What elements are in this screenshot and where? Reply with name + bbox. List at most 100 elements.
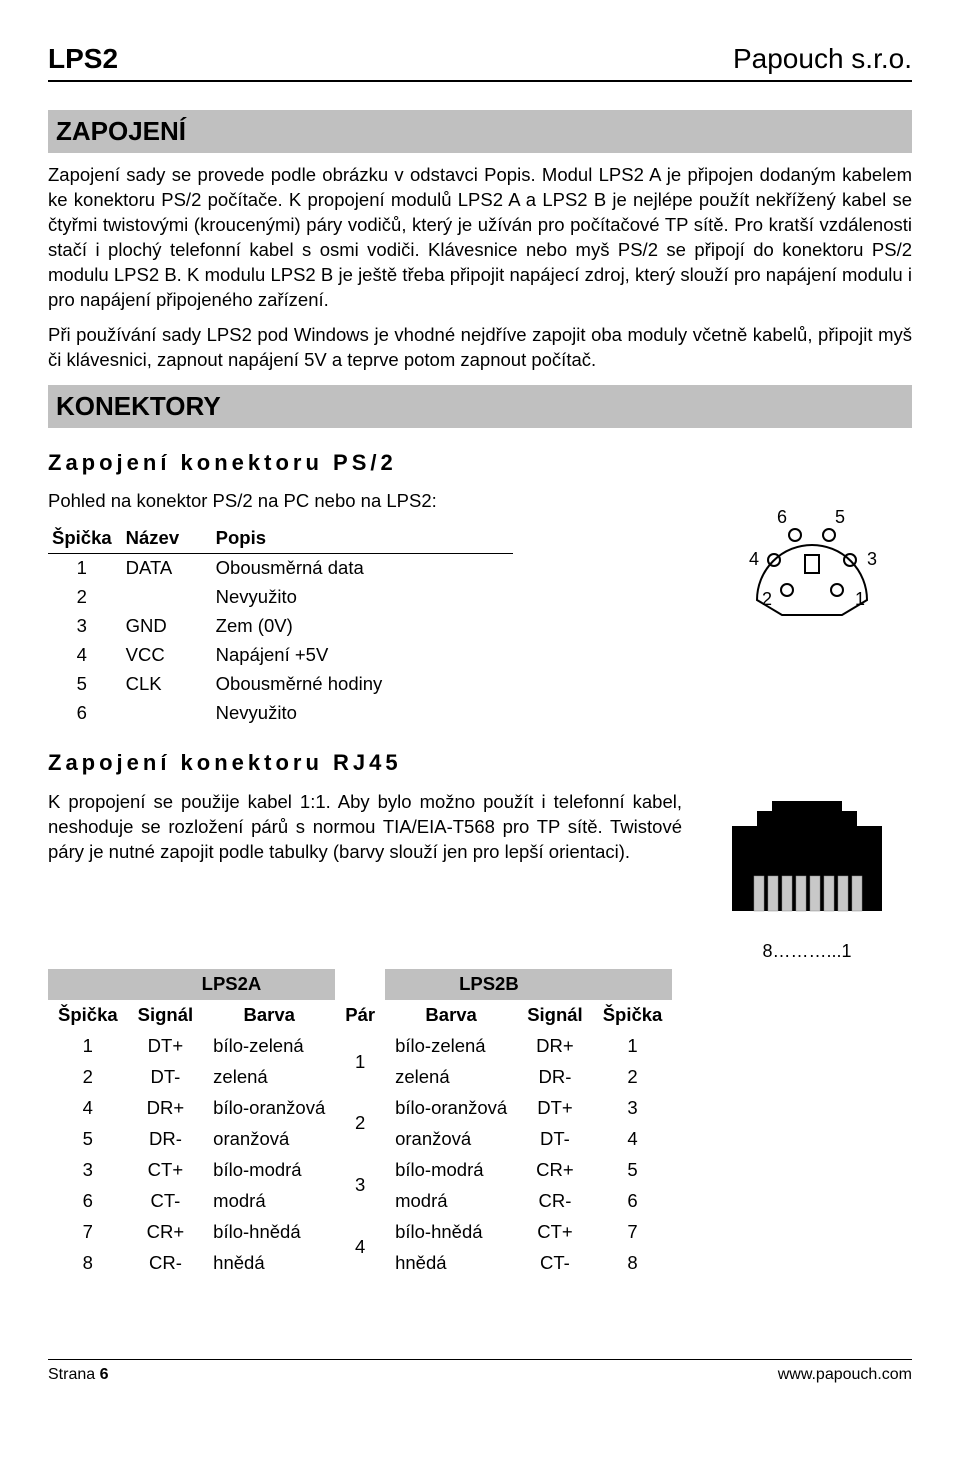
- table-cell: oranžová: [203, 1124, 335, 1155]
- section-zapojeni-title: ZAPOJENÍ: [48, 110, 912, 153]
- table-cell: [122, 699, 212, 728]
- table-cell: CT+: [128, 1155, 204, 1186]
- rj45-col-header: Špička: [593, 1000, 673, 1031]
- page-header: LPS2 Papouch s.r.o.: [48, 40, 912, 82]
- table-cell: oranžová: [385, 1124, 517, 1155]
- rj45-col-header: Signál: [517, 1000, 593, 1031]
- table-cell: 1: [48, 1031, 128, 1062]
- table-cell: 1: [593, 1031, 673, 1062]
- table-cell: DATA: [122, 554, 212, 583]
- table-cell: modrá: [385, 1186, 517, 1217]
- table-cell: 6: [593, 1186, 673, 1217]
- table-row: 4VCCNapájení +5V: [48, 641, 513, 670]
- table-row: 3GNDZem (0V): [48, 612, 513, 641]
- table-cell: bílo-hnědá: [385, 1217, 517, 1248]
- table-cell: [122, 583, 212, 612]
- table-cell: 1: [48, 554, 122, 583]
- table-cell: 4: [48, 641, 122, 670]
- rj45-heading: Zapojení konektoru RJ45: [48, 748, 912, 778]
- table-cell: Zem (0V): [212, 612, 513, 641]
- ps2-table: ŠpičkaNázevPopis 1DATAObousměrná data2Ne…: [48, 524, 513, 728]
- ps2-intro: Pohled na konektor PS/2 na PC nebo na LP…: [48, 489, 712, 514]
- rj45-intro: K propojení se použije kabel 1:1. Aby by…: [48, 790, 682, 865]
- table-cell: 3: [48, 612, 122, 641]
- table-cell: 6: [48, 699, 122, 728]
- table-row: 7CR+bílo-hnědá4bílo-hnědáCT+7: [48, 1217, 672, 1248]
- ps2-connector-diagram: 2 1 4 3 6 5: [712, 485, 912, 642]
- table-cell: 5: [593, 1155, 673, 1186]
- header-left: LPS2: [48, 40, 118, 78]
- table-cell: 6: [48, 1186, 128, 1217]
- table-cell: 4: [593, 1124, 673, 1155]
- table-cell: Napájení +5V: [212, 641, 513, 670]
- table-cell: DT-: [517, 1124, 593, 1155]
- table-cell: zelená: [203, 1062, 335, 1093]
- ps2-col-header: Špička: [48, 524, 122, 553]
- footer-left: Strana 6: [48, 1364, 109, 1386]
- table-cell: VCC: [122, 641, 212, 670]
- table-cell: 5: [48, 1124, 128, 1155]
- table-cell: 5: [48, 670, 122, 699]
- rj45-pin-label: 8………...1: [702, 939, 912, 963]
- table-row: 3CT+bílo-modrá3bílo-modráCR+5: [48, 1155, 672, 1186]
- table-cell: Nevyužito: [212, 583, 513, 612]
- table-cell: bílo-hnědá: [203, 1217, 335, 1248]
- table-cell: DR+: [517, 1031, 593, 1062]
- table-cell: 8: [593, 1248, 673, 1279]
- table-row: 1DATAObousměrná data: [48, 554, 513, 583]
- table-cell: bílo-modrá: [385, 1155, 517, 1186]
- table-cell: DT+: [517, 1093, 593, 1124]
- page-footer: Strana 6 www.papouch.com: [48, 1359, 912, 1386]
- svg-text:1: 1: [855, 589, 865, 609]
- table-cell: 2: [48, 1062, 128, 1093]
- table-cell: bílo-zelená: [385, 1031, 517, 1062]
- table-cell: Obousměrné hodiny: [212, 670, 513, 699]
- table-cell: CT+: [517, 1217, 593, 1248]
- table-cell: CT-: [128, 1186, 204, 1217]
- rj45-col-header: Signál: [128, 1000, 204, 1031]
- table-cell: CLK: [122, 670, 212, 699]
- header-right: Papouch s.r.o.: [733, 40, 912, 78]
- table-cell: bílo-zelená: [203, 1031, 335, 1062]
- table-cell: zelená: [385, 1062, 517, 1093]
- table-cell: DR-: [517, 1062, 593, 1093]
- ps2-col-header: Popis: [212, 524, 513, 553]
- table-cell: Obousměrná data: [212, 554, 513, 583]
- table-row: 5CLKObousměrné hodiny: [48, 670, 513, 699]
- table-row: 6 Nevyužito: [48, 699, 513, 728]
- svg-text:3: 3: [867, 549, 877, 569]
- table-cell: 7: [593, 1217, 673, 1248]
- rj45-col-header: Barva: [385, 1000, 517, 1031]
- zapojeni-p2: Při používání sady LPS2 pod Windows je v…: [48, 323, 912, 373]
- rj45-group-a: LPS2A: [128, 969, 336, 1000]
- table-cell: 4: [48, 1093, 128, 1124]
- rj45-group-b: LPS2B: [385, 969, 593, 1000]
- rj45-col-header: Špička: [48, 1000, 128, 1031]
- table-cell: bílo-modrá: [203, 1155, 335, 1186]
- table-cell: 3: [593, 1093, 673, 1124]
- table-cell: modrá: [203, 1186, 335, 1217]
- rj45-table: LPS2A LPS2B ŠpičkaSignálBarvaPárBarvaSig…: [48, 969, 672, 1279]
- ps2-col-header: Název: [122, 524, 212, 553]
- table-row: 4DR+bílo-oranžová2bílo-oranžováDT+3: [48, 1093, 672, 1124]
- table-cell: CR-: [517, 1186, 593, 1217]
- table-cell: DR+: [128, 1093, 204, 1124]
- table-cell: DT+: [128, 1031, 204, 1062]
- table-cell: CR+: [517, 1155, 593, 1186]
- table-cell: 8: [48, 1248, 128, 1279]
- table-row: 2Nevyužito: [48, 583, 513, 612]
- table-cell: hnědá: [203, 1248, 335, 1279]
- table-cell: Nevyužito: [212, 699, 513, 728]
- ps2-heading: Zapojení konektoru PS/2: [48, 448, 912, 478]
- table-cell: CR-: [128, 1248, 204, 1279]
- table-cell: 3: [48, 1155, 128, 1186]
- table-cell: DT-: [128, 1062, 204, 1093]
- svg-text:4: 4: [749, 549, 759, 569]
- table-cell: 2: [335, 1093, 385, 1155]
- svg-text:5: 5: [835, 507, 845, 527]
- table-cell: hnědá: [385, 1248, 517, 1279]
- section-konektory-title: KONEKTORY: [48, 385, 912, 428]
- rj45-connector-diagram: 8………...1: [702, 786, 912, 963]
- table-cell: CT-: [517, 1248, 593, 1279]
- zapojeni-p1: Zapojení sady se provede podle obrázku v…: [48, 163, 912, 313]
